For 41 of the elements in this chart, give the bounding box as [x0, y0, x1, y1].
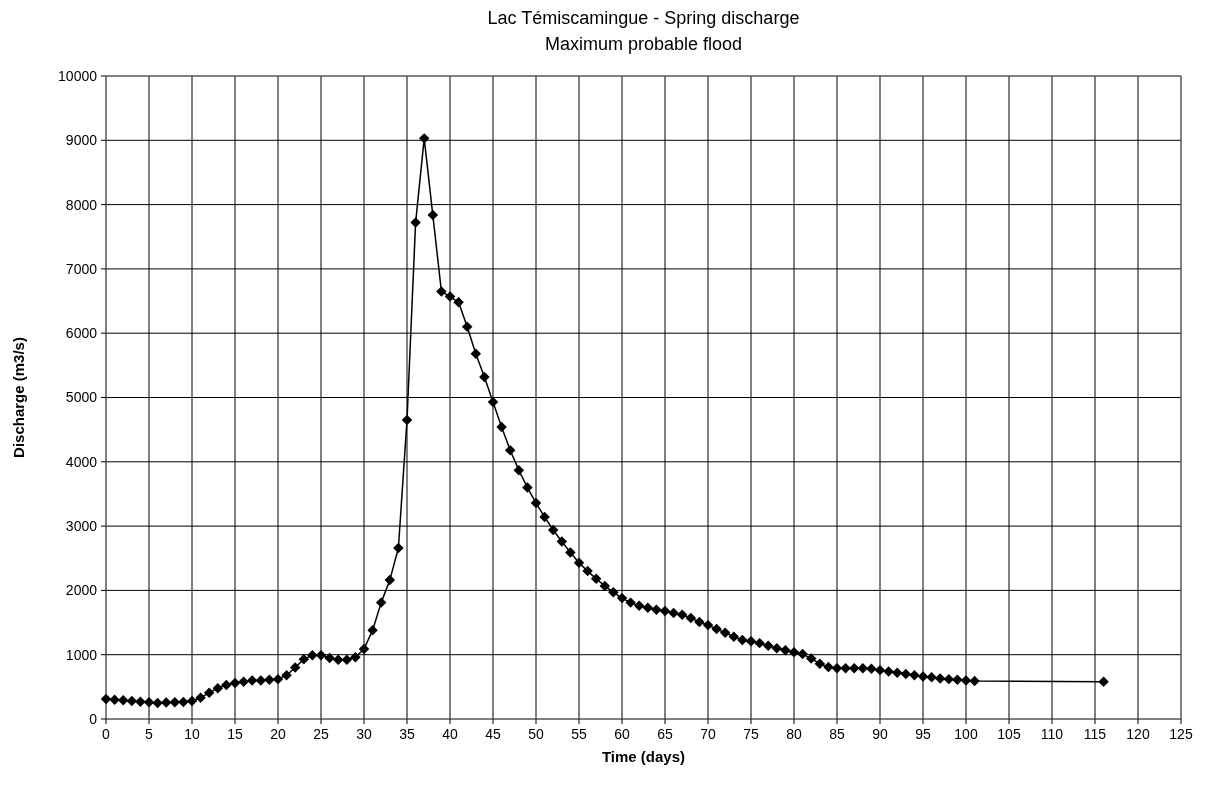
x-tick-label: 80 — [786, 726, 802, 742]
x-tick-label: 100 — [954, 726, 978, 742]
y-tick-label: 9000 — [65, 132, 98, 149]
x-tick-label: 65 — [657, 726, 673, 742]
y-tick-label: 1000 — [65, 646, 98, 663]
x-tick-label: 5 — [145, 726, 154, 742]
x-tick-label: 50 — [528, 726, 544, 742]
y-tick-label: 2000 — [65, 582, 98, 599]
x-tick-label: 30 — [356, 726, 372, 742]
x-tick-label: 35 — [399, 726, 415, 742]
y-tick-label: 8000 — [65, 196, 98, 213]
x-tick-label: 105 — [997, 726, 1021, 742]
chart-subtitle: Maximum probable flood — [544, 34, 743, 54]
x-tick-label: 125 — [1169, 726, 1193, 742]
x-tick-label: 40 — [442, 726, 458, 742]
x-tick-label: 90 — [872, 726, 888, 742]
y-tick-label: 7000 — [65, 260, 98, 277]
y-tick-label: 5000 — [65, 389, 98, 406]
x-tick-label: 55 — [571, 726, 587, 742]
x-tick-label: 0 — [102, 726, 111, 742]
x-tick-label: 75 — [743, 726, 759, 742]
chart-title: Lac Témiscamingue - Spring discharge — [487, 8, 800, 28]
x-tick-label: 20 — [270, 726, 286, 742]
x-tick-label: 45 — [485, 726, 501, 742]
y-tick-label: 4000 — [65, 453, 98, 470]
x-tick-label: 10 — [184, 726, 200, 742]
x-tick-label: 85 — [829, 726, 845, 742]
x-tick-label: 25 — [313, 726, 329, 742]
x-tick-label: 60 — [614, 726, 630, 742]
y-axis-title: Discharge (m3/s) — [10, 337, 27, 458]
y-tick-label: 10000 — [58, 67, 98, 84]
y-tick-label: 3000 — [65, 518, 98, 534]
x-tick-label: 115 — [1083, 726, 1107, 742]
x-tick-label: 120 — [1126, 726, 1150, 742]
x-axis-title: Time (days) — [601, 748, 686, 765]
x-tick-label: 95 — [915, 726, 931, 742]
y-tick-label: 6000 — [65, 325, 98, 342]
x-tick-label: 110 — [1040, 726, 1064, 742]
y-tick-label: 0 — [89, 710, 98, 727]
x-tick-label: 70 — [700, 726, 716, 742]
x-tick-label: 15 — [227, 726, 243, 742]
